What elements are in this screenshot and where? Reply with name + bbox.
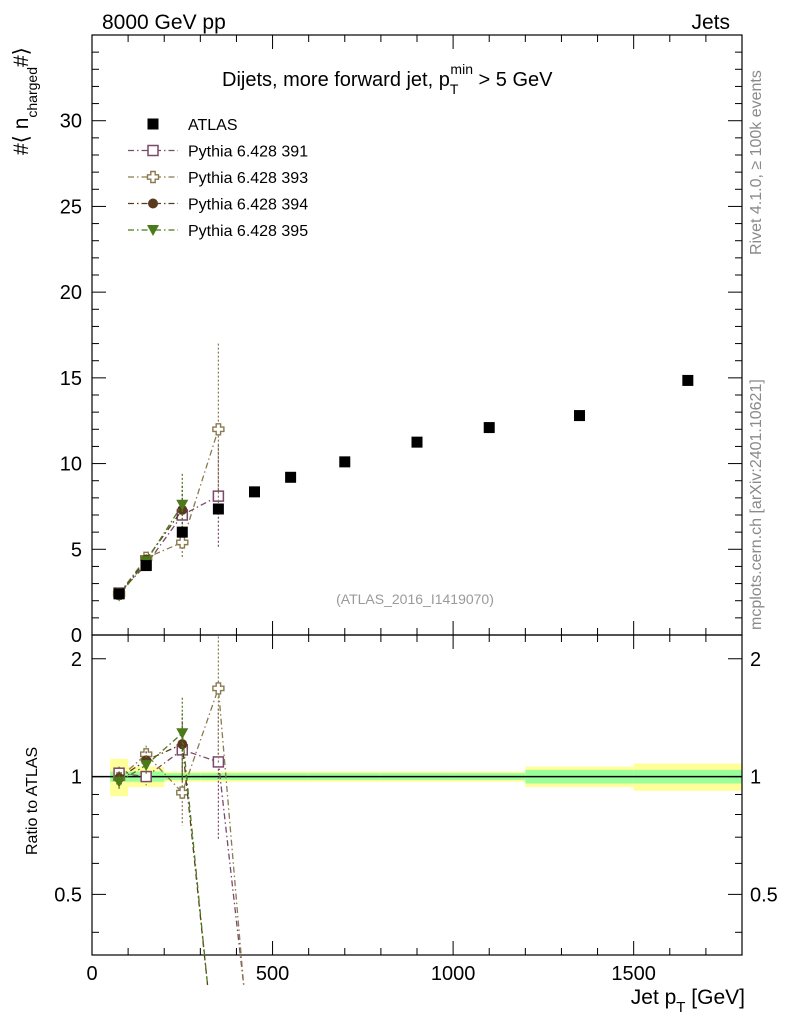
legend-marker <box>147 144 159 157</box>
atlas-data-point <box>212 503 224 515</box>
header-left: 8000 GeV pp <box>102 11 226 34</box>
ratio-y-label: Ratio to ATLAS <box>24 747 41 855</box>
series-1-ratio-point <box>140 770 152 783</box>
legend: ATLAS Pythia 6.428 391 Pythia 6.428 393 Pyt… <box>128 117 308 240</box>
y-tick-label: 15 <box>60 368 82 390</box>
legend-marker <box>147 118 159 130</box>
y-tick-label: 5 <box>71 539 82 561</box>
x-tick-label: 1500 <box>611 963 656 985</box>
series-1-line <box>118 495 219 594</box>
header-right: Jets <box>691 11 730 34</box>
y-tick-label: 0 <box>71 625 82 647</box>
atlas-data-point <box>285 471 297 483</box>
main-panel: 0 5 10 15 20 25 30 <box>60 34 743 955</box>
legend-label: Pythia 6.428 393 <box>188 170 308 187</box>
chart-title: Dijets, more forward jet, pTmin > 5 GeV <box>222 61 553 97</box>
x-tick-label: 1000 <box>431 963 476 985</box>
x-tick-label: 0 <box>86 963 97 985</box>
atlas-data-point <box>411 436 423 448</box>
series-3-line <box>118 509 183 596</box>
atlas-data-point <box>249 486 260 498</box>
rivet-label: Rivet 4.1.0, ≥ 100k events <box>748 70 765 255</box>
ratio-y-tick-label: 1 <box>71 767 82 789</box>
series-2-point <box>212 423 225 436</box>
y-tick-label: 25 <box>60 196 82 218</box>
series-2-ratio-point <box>176 786 189 799</box>
series-2-line <box>118 429 220 595</box>
ratio-y-tick-label-right: 2 <box>750 649 761 671</box>
ratio-y-tick-label-right: 1 <box>750 767 761 789</box>
atlas-data-point <box>113 588 125 600</box>
series-2-ratio-point <box>212 682 225 695</box>
mcplots-label: mcplots.cern.ch [arXiv:2401.10621] <box>748 379 765 630</box>
atlas-data-point <box>682 374 694 386</box>
legend-label: Pythia 6.428 391 <box>188 144 308 161</box>
series-4-ratio-point <box>113 776 126 788</box>
x-tick-label: 500 <box>256 963 289 985</box>
series-2-ratio-line <box>118 688 245 986</box>
series-2-point <box>176 536 189 549</box>
atlas-data-point <box>339 456 351 468</box>
ratio-y-tick-label-right: 0.5 <box>750 884 778 906</box>
ratio-frame <box>91 634 743 956</box>
legend-marker <box>147 225 159 236</box>
atlas-data-point <box>140 560 152 572</box>
legend-label: ATLAS <box>188 117 238 134</box>
analysis-watermark: (ATLAS_2016_I1419070) <box>336 591 494 607</box>
y-tick-label: 10 <box>60 454 82 476</box>
series-4-ratio-line <box>118 731 209 986</box>
series-4-point <box>176 499 189 511</box>
legend-marker <box>148 198 158 209</box>
ratio-y-tick-label: 2 <box>71 649 82 671</box>
x-axis-label: Jet pT [GeV] <box>631 986 745 1016</box>
y-tick-label: 20 <box>60 282 82 304</box>
ratio-y-tick-label: 0.5 <box>54 884 82 906</box>
y-tick-label: 30 <box>60 111 82 133</box>
atlas-data-point <box>483 422 495 434</box>
legend-label: Pythia 6.428 395 <box>188 223 308 240</box>
atlas-data-point <box>176 526 188 538</box>
series-3-ratio-point <box>177 739 188 750</box>
series-4-ratio-point <box>176 728 189 740</box>
legend-marker <box>146 170 160 184</box>
y-axis-label: #⟨ ncharged#⟩ <box>10 47 40 155</box>
series-4-ratio-point <box>140 760 153 772</box>
legend-label: Pythia 6.428 394 <box>188 197 308 214</box>
atlas-data-point <box>574 410 585 422</box>
ratio-panel: 0 500 1000 1500 0.5 0.5 1 1 2 2 <box>54 634 778 986</box>
